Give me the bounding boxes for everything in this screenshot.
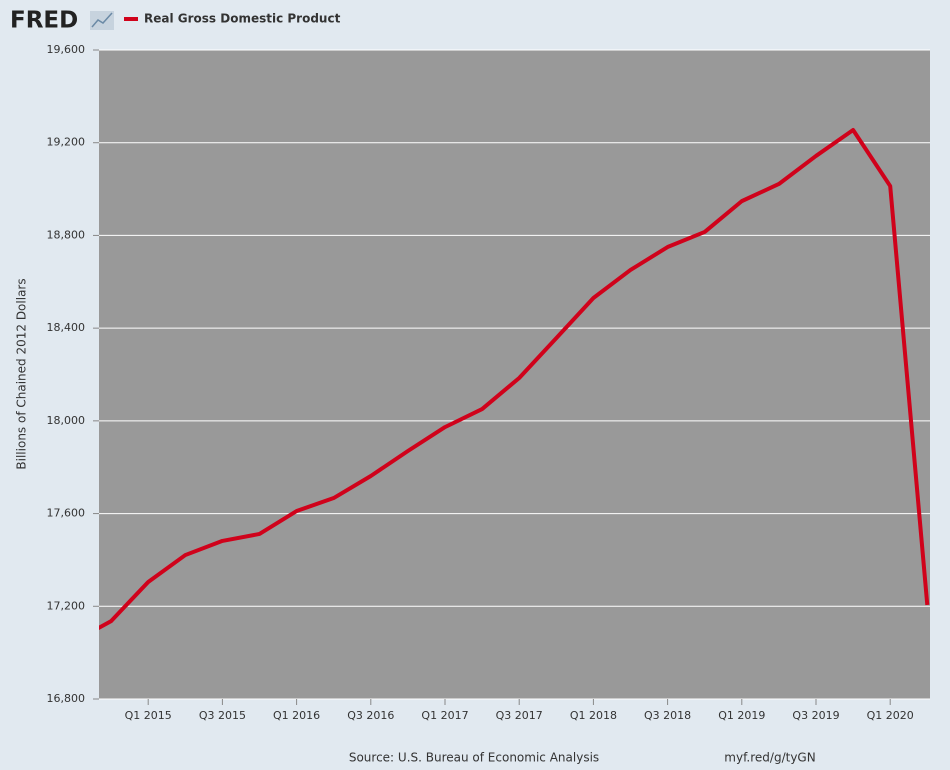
x-tick-label: Q1 2018	[570, 709, 617, 722]
source-note: Source: U.S. Bureau of Economic Analysis	[349, 751, 599, 765]
x-tick-label: Q3 2018	[644, 709, 691, 722]
share-link[interactable]: myf.red/g/tyGN	[724, 751, 815, 765]
x-tick-label: Q3 2016	[347, 709, 394, 722]
logo-icon	[90, 11, 114, 30]
legend-label: Real Gross Domestic Product	[144, 12, 341, 26]
x-tick-label: Q3 2015	[199, 709, 246, 722]
y-tick-label: 17,200	[47, 599, 86, 612]
y-tick-label: 18,400	[47, 321, 86, 334]
x-tick-label: Q1 2017	[421, 709, 468, 722]
x-tick-label: Q1 2020	[867, 709, 914, 722]
y-tick-label: 16,800	[47, 692, 86, 705]
series-line	[99, 127, 930, 631]
brand-logo[interactable]: FRED	[10, 8, 78, 34]
y-tick-label: 19,200	[47, 136, 86, 149]
y-axis-title: Billions of Chained 2012 Dollars	[15, 278, 29, 469]
y-tick-label: 18,800	[47, 228, 86, 241]
x-tick-label: Q3 2017	[496, 709, 543, 722]
plot-area	[99, 50, 930, 699]
y-tick-label: 18,000	[47, 414, 86, 427]
y-tick-label: 19,600	[47, 43, 86, 56]
x-tick-label: Q1 2019	[718, 709, 765, 722]
y-tick-label: 17,600	[47, 507, 86, 520]
x-tick-label: Q1 2016	[273, 709, 320, 722]
x-tick-label: Q1 2015	[125, 709, 172, 722]
series-group	[99, 127, 930, 631]
x-tick-label: Q3 2019	[792, 709, 839, 722]
